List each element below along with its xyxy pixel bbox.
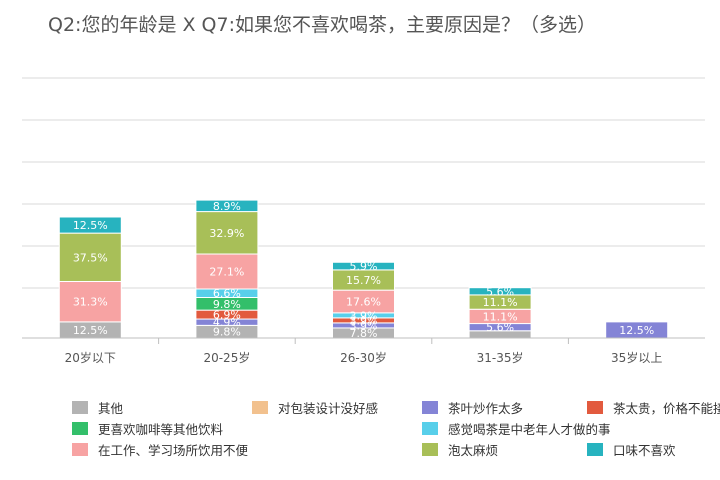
data-label: 3.9% (350, 314, 378, 327)
data-label: 31.3% (73, 296, 108, 309)
legend-label: 在工作、学习场所饮用不便 (98, 442, 249, 458)
legend-label: 对包装设计没好感 (278, 400, 379, 416)
bar-segment (195, 211, 259, 255)
legend-swatch (422, 421, 438, 435)
data-label: 11.1% (483, 310, 518, 323)
legend-swatch (422, 400, 438, 414)
data-label: 8.9% (213, 200, 241, 213)
legend-item: 感觉喝茶是中老年人才做的事 (422, 420, 611, 437)
legend-label: 茶叶炒作太多 (448, 400, 524, 416)
data-label: 5.9% (350, 260, 378, 273)
data-label: 9.8% (213, 326, 241, 339)
data-label: 5.6% (486, 321, 514, 334)
data-label: 15.7% (346, 274, 381, 287)
data-label: 6.9% (213, 309, 241, 322)
x-tick-label: 31-35岁 (477, 350, 524, 365)
legend-swatch (252, 400, 268, 414)
data-label: 17.6% (346, 295, 381, 308)
chart-title: Q2:您的年龄是 X Q7:如果您不喜欢喝茶，主要原因是？（多选） (48, 14, 596, 36)
data-label: 5.6% (486, 285, 514, 298)
legend-label: 泡太麻烦 (448, 442, 499, 458)
legend-swatch (587, 442, 603, 456)
bar-segment (58, 232, 122, 282)
data-label: 7.8% (350, 327, 378, 340)
legend-swatch (72, 442, 88, 456)
data-label: 4.9% (213, 316, 241, 329)
x-tick-label: 26-30岁 (340, 350, 387, 365)
x-tick-label: 20-25岁 (203, 350, 250, 365)
legend-item: 泡太麻烦 (422, 441, 499, 458)
data-label: 6.6% (213, 287, 241, 300)
legend-item: 茶太贵，价格不能接受 (587, 399, 720, 416)
bar-segment (332, 261, 395, 271)
legend-label: 茶太贵，价格不能接受 (613, 400, 720, 416)
x-tick-label: 35岁以上 (611, 350, 662, 365)
legend-swatch (72, 421, 88, 435)
data-label: 12.5% (73, 219, 108, 232)
x-tick-label: 20岁以下 (65, 350, 116, 365)
bar-segment (468, 287, 532, 296)
data-label: 37.5% (73, 251, 108, 264)
legend-label: 感觉喝茶是中老年人才做的事 (448, 421, 611, 437)
bar-segment (195, 199, 259, 213)
legend-item: 更喜欢咖啡等其他饮料 (72, 420, 224, 437)
bar-segment (58, 280, 122, 323)
legend-item: 口味不喜欢 (587, 441, 676, 458)
legend-item: 其他 (72, 399, 124, 416)
data-label: 12.5% (619, 324, 654, 337)
data-label: 3.9% (350, 319, 378, 332)
legend-label: 其他 (98, 400, 124, 416)
legend-swatch (72, 400, 88, 414)
data-label: 32.9% (209, 227, 244, 240)
legend-label: 口味不喜欢 (613, 442, 676, 458)
data-label: 27.1% (209, 266, 244, 279)
legend-item: 对包装设计没好感 (252, 399, 379, 416)
legend-swatch (422, 442, 438, 456)
data-label: 11.1% (483, 296, 518, 309)
data-label: 3.9% (350, 309, 378, 322)
data-label: 9.8% (213, 298, 241, 311)
bar-segment (195, 253, 259, 290)
legend-item: 在工作、学习场所饮用不便 (72, 441, 249, 458)
legend-item: 茶叶炒作太多 (422, 399, 524, 416)
legend-swatch (587, 400, 603, 414)
legend-label: 更喜欢咖啡等其他饮料 (98, 421, 224, 437)
bar-segment (58, 216, 122, 234)
data-label: 12.5% (73, 324, 108, 337)
